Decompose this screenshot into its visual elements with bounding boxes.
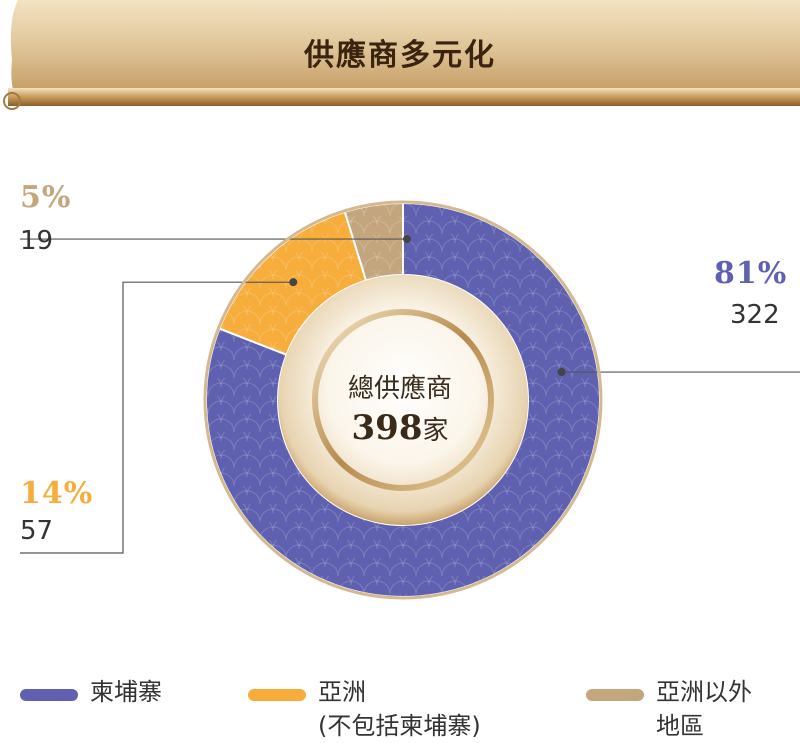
total-value: 398	[351, 408, 423, 448]
slice-label-outside-count: 19	[20, 226, 54, 256]
center-total: 398家	[300, 408, 500, 448]
legend-swatch-asia	[248, 689, 306, 701]
legend-label-asia: 亞洲	[318, 678, 366, 706]
outer-rim	[203, 200, 603, 600]
slice-label-asia-count: 57	[20, 516, 54, 546]
legend-item-cambodia: 柬埔寨	[20, 675, 162, 709]
slice-label-cambodia-count: 322	[730, 300, 780, 330]
legend-label-outside-line2: 地區	[656, 712, 704, 740]
legend-label-cambodia: 柬埔寨	[90, 678, 162, 706]
leader-dot-asia	[289, 278, 298, 287]
slice-label-asia-percent: 14%	[20, 476, 94, 511]
legend-label-outside-line1: 亞洲以外	[656, 678, 752, 706]
center-ring	[312, 309, 494, 491]
donut-slice-pattern-outside	[344, 203, 403, 281]
legend-item-asia: 亞洲 (不包括柬埔寨)	[248, 675, 481, 743]
legend-label-asia-note: (不包括柬埔寨)	[318, 712, 481, 740]
legend-swatch-outside	[586, 689, 644, 701]
legend-item-outside: 亞洲以外 地區	[586, 675, 752, 743]
title-banner	[3, 0, 800, 110]
slice-label-cambodia-percent: 81%	[714, 256, 788, 291]
leader-line-asia	[20, 281, 294, 554]
chart-title: 供應商多元化	[304, 38, 496, 73]
leader-lines	[20, 235, 800, 554]
donut-slice-pattern-cambodia	[205, 203, 600, 597]
leader-dot-cambodia	[557, 368, 566, 377]
total-unit: 家	[422, 416, 449, 446]
leader-dot-outside	[402, 235, 411, 244]
center-title: 總供應商	[347, 374, 452, 404]
legend-swatch-cambodia	[20, 689, 78, 701]
slice-label-outside-percent: 5%	[20, 180, 72, 215]
